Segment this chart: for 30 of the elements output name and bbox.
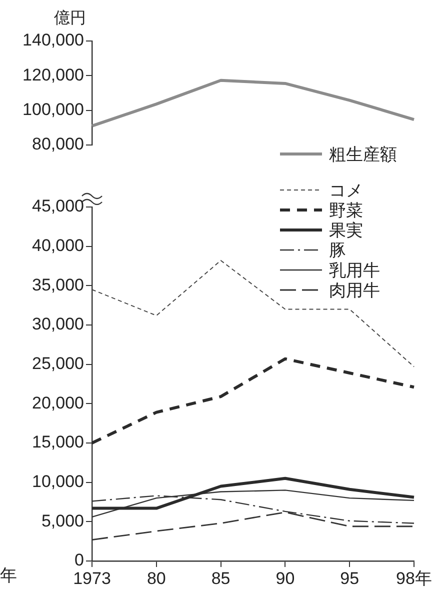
x-tick-label: 95 — [340, 568, 360, 588]
legend-label: コメ — [329, 180, 363, 202]
legend-label: 肉用牛 — [329, 280, 380, 302]
x-tick-label: 85 — [211, 568, 230, 588]
y-tick-label: 80,000 — [32, 134, 84, 154]
text: 年 — [0, 565, 17, 587]
legend-label: 果実 — [329, 220, 363, 242]
line-series — [92, 260, 414, 368]
x-tick-label: 1973 — [73, 568, 111, 588]
y-tick-label: 120,000 — [22, 65, 84, 84]
y-tick-label: 40,000 — [32, 236, 84, 256]
x-tick-label: 98年 — [396, 568, 432, 588]
legend-label: 粗生産額 — [329, 144, 397, 166]
y-tick-label: 15,000 — [32, 432, 84, 452]
y-tick-label: 25,000 — [32, 354, 84, 374]
y-tick-label: 100,000 — [22, 100, 84, 120]
legend-label: 乳用牛 — [329, 260, 380, 282]
legend-label: 野菜 — [329, 200, 363, 222]
y-tick-label: 5,000 — [41, 511, 84, 530]
y-tick-label: 30,000 — [32, 314, 84, 334]
y-tick-label: 20,000 — [32, 393, 84, 412]
x-tick-label: 90 — [276, 568, 295, 588]
legend-label: 豚 — [329, 240, 346, 262]
y-axis-title: 億円 — [53, 8, 86, 29]
y-tick-label: 0 — [74, 550, 84, 570]
y-tick-label: 10,000 — [32, 472, 84, 492]
x-tick-label: 80 — [146, 568, 166, 588]
y-tick-label: 35,000 — [32, 275, 84, 294]
y-tick-label: 45,000 — [32, 196, 84, 216]
y-tick-label: 140,000 — [22, 30, 84, 50]
